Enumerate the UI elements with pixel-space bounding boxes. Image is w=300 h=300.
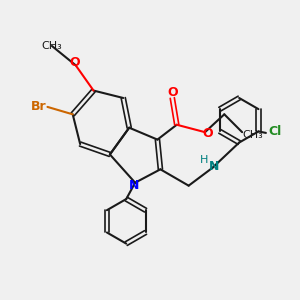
Text: O: O bbox=[167, 86, 178, 99]
Text: CH₃: CH₃ bbox=[242, 130, 263, 140]
Text: H: H bbox=[200, 154, 208, 164]
Text: N: N bbox=[128, 179, 139, 192]
Text: O: O bbox=[69, 56, 80, 69]
Text: CH₃: CH₃ bbox=[41, 41, 62, 51]
Text: Cl: Cl bbox=[269, 125, 282, 138]
Text: Br: Br bbox=[31, 100, 47, 113]
Text: O: O bbox=[202, 127, 213, 140]
Text: N: N bbox=[209, 160, 219, 173]
